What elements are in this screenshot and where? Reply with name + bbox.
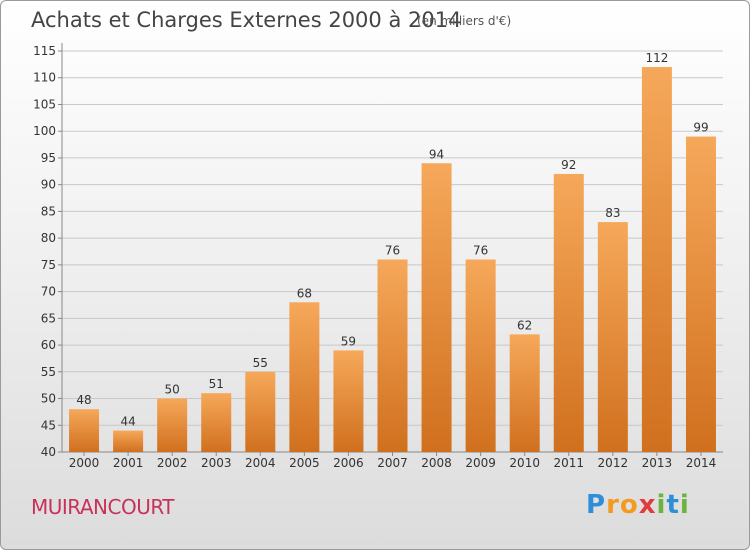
x-tick-label: 2003 (201, 456, 232, 470)
data-label: 76 (385, 244, 400, 258)
y-tick-label: 75 (41, 258, 56, 272)
data-label: 94 (429, 147, 444, 161)
bars-layer (69, 67, 716, 452)
proxiti-logo[interactable]: Proxiti (586, 490, 690, 520)
bar (201, 393, 232, 452)
y-tick-label: 100 (33, 124, 56, 138)
data-label: 92 (561, 158, 576, 172)
data-label: 48 (76, 393, 91, 407)
x-tick-label: 2010 (509, 456, 540, 470)
logo-letter: r (606, 490, 620, 520)
x-tick-label: 2013 (642, 456, 673, 470)
data-label: 59 (341, 334, 356, 348)
logo-letter: o (619, 490, 639, 520)
x-tick-label: 2007 (377, 456, 408, 470)
data-label: 55 (253, 356, 268, 370)
chart-title: Achats et Charges Externes 2000 à 2014 (31, 8, 462, 32)
logo-letter: i (656, 490, 667, 520)
bar (157, 398, 188, 452)
y-tick-label: 60 (41, 338, 56, 352)
x-tick-label: 2009 (465, 456, 496, 470)
y-tick-label: 65 (41, 311, 56, 325)
y-tick-label: 115 (33, 44, 56, 58)
x-tick-label: 2000 (69, 456, 100, 470)
y-tick-label: 45 (41, 418, 56, 432)
data-label: 50 (165, 383, 180, 397)
y-tick-label: 40 (41, 445, 56, 459)
labels-layer: 48 44 50 51 55 68 59 76 94 76 62 92 83 112 99 (76, 51, 708, 429)
chart-subtitle: (en milliers d'€) (417, 14, 512, 28)
data-label: 51 (209, 377, 224, 391)
y-tick-label: 90 (41, 178, 56, 192)
bar (113, 430, 144, 452)
data-label: 99 (693, 121, 708, 135)
data-label: 76 (473, 244, 488, 258)
logo-letter: x (638, 490, 657, 520)
bar (245, 371, 276, 452)
data-label: 112 (645, 51, 668, 65)
y-tick-label: 55 (41, 365, 56, 379)
bar (69, 409, 100, 452)
data-label: 83 (605, 206, 620, 220)
x-tick-label: 2006 (333, 456, 364, 470)
data-label: 44 (120, 415, 135, 429)
commune-name: MUIRANCOURT (31, 495, 175, 519)
x-tick-label: 2002 (157, 456, 188, 470)
bar (597, 222, 628, 452)
y-tick-label: 50 (41, 392, 56, 406)
x-tick-label: 2004 (245, 456, 276, 470)
y-tick-label: 80 (41, 231, 56, 245)
x-tick-label: 2011 (553, 456, 584, 470)
bar (641, 67, 672, 452)
x-tick-label: 2001 (113, 456, 144, 470)
bar (685, 136, 716, 452)
y-tick-label: 110 (33, 71, 56, 85)
bar (377, 259, 408, 452)
logo-letter: P (586, 490, 607, 520)
y-tick-label: 95 (41, 151, 56, 165)
x-tick-label: 2014 (686, 456, 717, 470)
bar (289, 302, 320, 452)
data-label: 62 (517, 318, 532, 332)
x-tick-label: 2005 (289, 456, 320, 470)
y-tick-label: 70 (41, 285, 56, 299)
bar (465, 259, 496, 452)
bar (509, 334, 540, 452)
logo-letter: i (679, 490, 690, 520)
bar (421, 163, 452, 452)
y-tick-label: 85 (41, 204, 56, 218)
x-tick-label: 2012 (598, 456, 629, 470)
data-label: 68 (297, 286, 312, 300)
x-tick-label: 2008 (421, 456, 452, 470)
bar (553, 173, 584, 452)
y-tick-label: 105 (33, 97, 56, 111)
logo-letter: t (666, 490, 680, 520)
bar (333, 350, 364, 452)
